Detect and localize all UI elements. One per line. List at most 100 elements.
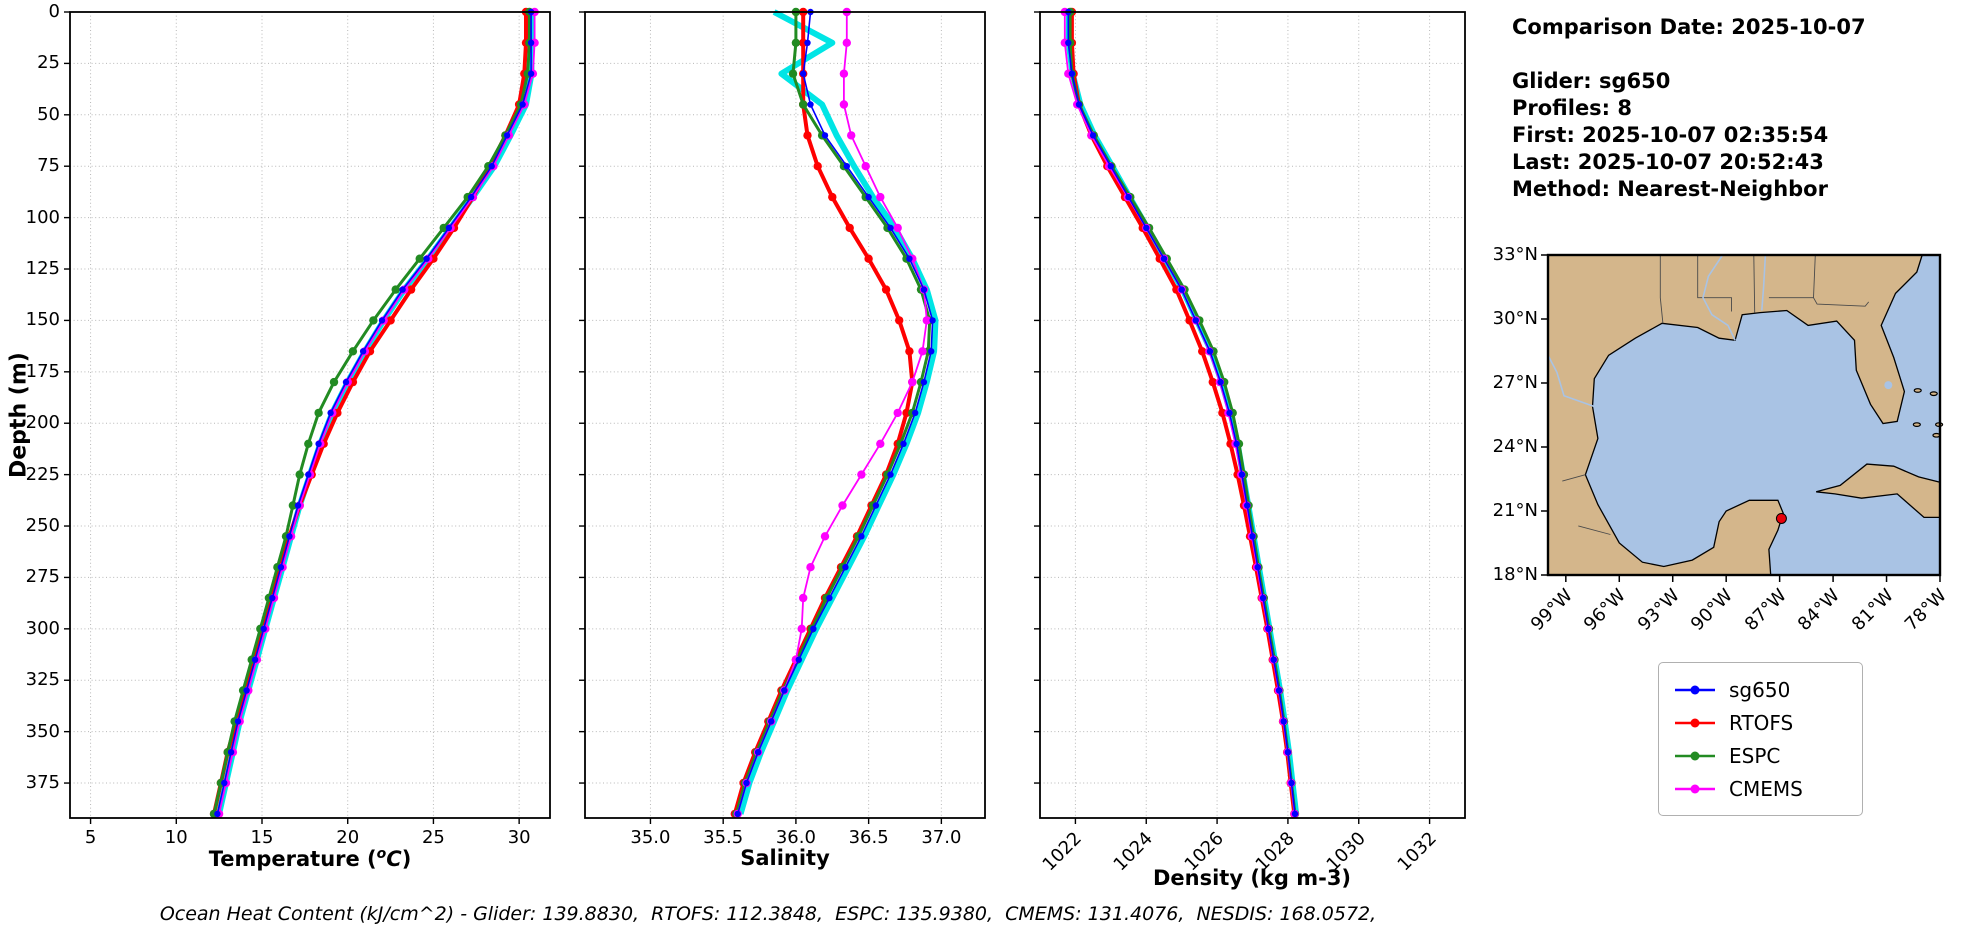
degree-superscript: o xyxy=(376,846,387,862)
plot-border xyxy=(69,11,551,819)
series-glider-raw xyxy=(1065,11,1300,815)
legend-label: RTOFS xyxy=(1729,710,1794,735)
y-tick-label: 150 xyxy=(25,309,60,331)
y-tick-label: 325 xyxy=(25,669,60,691)
tick-marks xyxy=(64,11,520,824)
y-tick-label: 100 xyxy=(25,206,60,228)
map-border xyxy=(1546,253,1942,577)
series-RTOFS xyxy=(209,7,531,819)
map-lat-label: 27°N xyxy=(1492,372,1538,393)
map-lat-label: 18°N xyxy=(1492,564,1538,585)
legend-item-espc: ESPC xyxy=(1673,739,1840,772)
x-tick-label: 30 xyxy=(507,827,531,848)
series-glider-raw xyxy=(216,11,535,815)
legend-item-rtofs: RTOFS xyxy=(1673,706,1840,739)
temperature-axis-title-text: Temperature ( xyxy=(208,847,377,871)
map-lat-label: 30°N xyxy=(1492,308,1538,329)
profiles-count-text: Profiles: 8 xyxy=(1512,96,1633,120)
y-tick-label: 275 xyxy=(25,566,60,588)
y-tick-label: 250 xyxy=(25,515,60,537)
series-sg650 xyxy=(734,8,936,818)
series-line-glider-raw xyxy=(216,11,535,815)
series-CMEMS xyxy=(214,7,539,819)
legend-item-cmems: CMEMS xyxy=(1673,772,1840,805)
gulf-of-mexico-map: 33°N 30°N 27°N 24°N 21°N 18°N 99°W 96°W 93°W 90°W… xyxy=(1493,244,1951,635)
series-line-sg650 xyxy=(216,12,532,815)
series-line-RTOFS xyxy=(1069,12,1297,815)
map-lat-label: 33°N xyxy=(1492,244,1538,265)
density-axis-title: Density (kg m-3) xyxy=(1152,866,1352,890)
map-river xyxy=(1761,254,1767,311)
closing-paren: ) xyxy=(401,847,412,871)
map-land-north-america xyxy=(1547,254,1924,576)
series-line-CMEMS xyxy=(1063,12,1296,815)
map-river xyxy=(1547,354,1595,408)
y-tick-label: 375 xyxy=(25,772,60,794)
map-state-border xyxy=(1578,525,1611,535)
salinity-axis-title: Salinity xyxy=(740,846,830,870)
series-line-RTOFS xyxy=(212,12,528,815)
y-tick-label: 125 xyxy=(25,258,60,279)
glider-location-marker xyxy=(1775,512,1787,524)
series-sg650 xyxy=(1065,8,1299,818)
x-tick-label: 36.5 xyxy=(848,827,889,848)
y-tick-label: 50 xyxy=(37,103,60,125)
map-state-border xyxy=(1562,474,1586,482)
series-line-glider-raw xyxy=(1065,11,1300,815)
legend-label: ESPC xyxy=(1729,743,1781,768)
map-state-border xyxy=(1697,255,1732,312)
legend-line-sample-icon xyxy=(1675,718,1715,727)
x-tick-label: 15 xyxy=(250,827,274,848)
info-header: Comparison Date: 2025-10-07 Glider: sg65… xyxy=(1512,14,1866,203)
map-lake xyxy=(1884,381,1893,390)
x-tick-label: 5 xyxy=(84,827,97,848)
map-island xyxy=(1913,388,1922,393)
map-lat-label: 24°N xyxy=(1492,436,1538,457)
map-state-border xyxy=(1753,254,1756,313)
series-sg650 xyxy=(214,8,535,818)
x-tick-label: 10 xyxy=(164,827,188,848)
salinity-profile-panel: 35.0 35.5 36.0 36.5 37.0 xyxy=(579,7,986,848)
x-tick-label: 35.0 xyxy=(630,827,671,848)
series-line-CMEMS xyxy=(218,12,536,815)
plot-border xyxy=(1039,11,1466,819)
y-tick-label: 175 xyxy=(25,360,60,382)
temperature-profile-panel: 5 10 15 20 25 30 0 25 50 75 100 125 150 175 200 225 250 2… xyxy=(26,1,551,848)
tick-marks xyxy=(1034,11,1431,824)
legend-box: sg650 RTOFS ESPC CMEMS xyxy=(1658,662,1863,816)
series-line-ESPC xyxy=(1068,12,1297,815)
legend-item-sg650: sg650 xyxy=(1673,673,1840,706)
y-tick-label: 75 xyxy=(37,155,60,177)
map-island xyxy=(1929,391,1938,397)
grid xyxy=(1040,11,1465,818)
x-tick-label: 37.0 xyxy=(921,827,962,848)
y-tick-label: 25 xyxy=(37,52,60,74)
series-RTOFS xyxy=(1067,7,1299,819)
first-profile-time-text: First: 2025-10-07 02:35:54 xyxy=(1512,123,1829,147)
grid xyxy=(70,11,550,818)
comparison-date-text: Comparison Date: 2025-10-07 xyxy=(1512,15,1866,39)
series-line-ESPC xyxy=(212,12,531,815)
legend-label: CMEMS xyxy=(1729,776,1803,801)
y-tick-label: 200 xyxy=(25,412,60,434)
map-river xyxy=(1702,254,1736,341)
map-lat-label: 21°N xyxy=(1492,500,1538,521)
ohc-caption: Ocean Heat Content (kJ/cm^2) - Glider: 1… xyxy=(159,903,1377,925)
method-text: Method: Nearest-Neighbor xyxy=(1512,177,1828,201)
glider-name-text: Glider: sg650 xyxy=(1512,69,1671,93)
series-line-sg650 xyxy=(1067,12,1296,814)
y-tick-label: 225 xyxy=(25,463,60,485)
last-profile-time-text: Last: 2025-10-07 20:52:43 xyxy=(1512,150,1824,174)
x-tick-label: 25 xyxy=(421,827,445,848)
series-ESPC xyxy=(209,7,534,819)
x-tick-label: 35.5 xyxy=(703,827,744,848)
legend-line-sample-icon xyxy=(1675,751,1715,760)
tick-marks xyxy=(579,11,943,824)
legend-line-sample-icon xyxy=(1675,685,1715,694)
x-tick-label: 20 xyxy=(336,827,360,848)
density-profile-panel: 1022 1024 1026 1028 1030 1032 xyxy=(1034,7,1466,875)
map-state-border xyxy=(1659,255,1664,324)
plot-border xyxy=(584,11,986,819)
y-tick-label: 300 xyxy=(25,617,60,639)
